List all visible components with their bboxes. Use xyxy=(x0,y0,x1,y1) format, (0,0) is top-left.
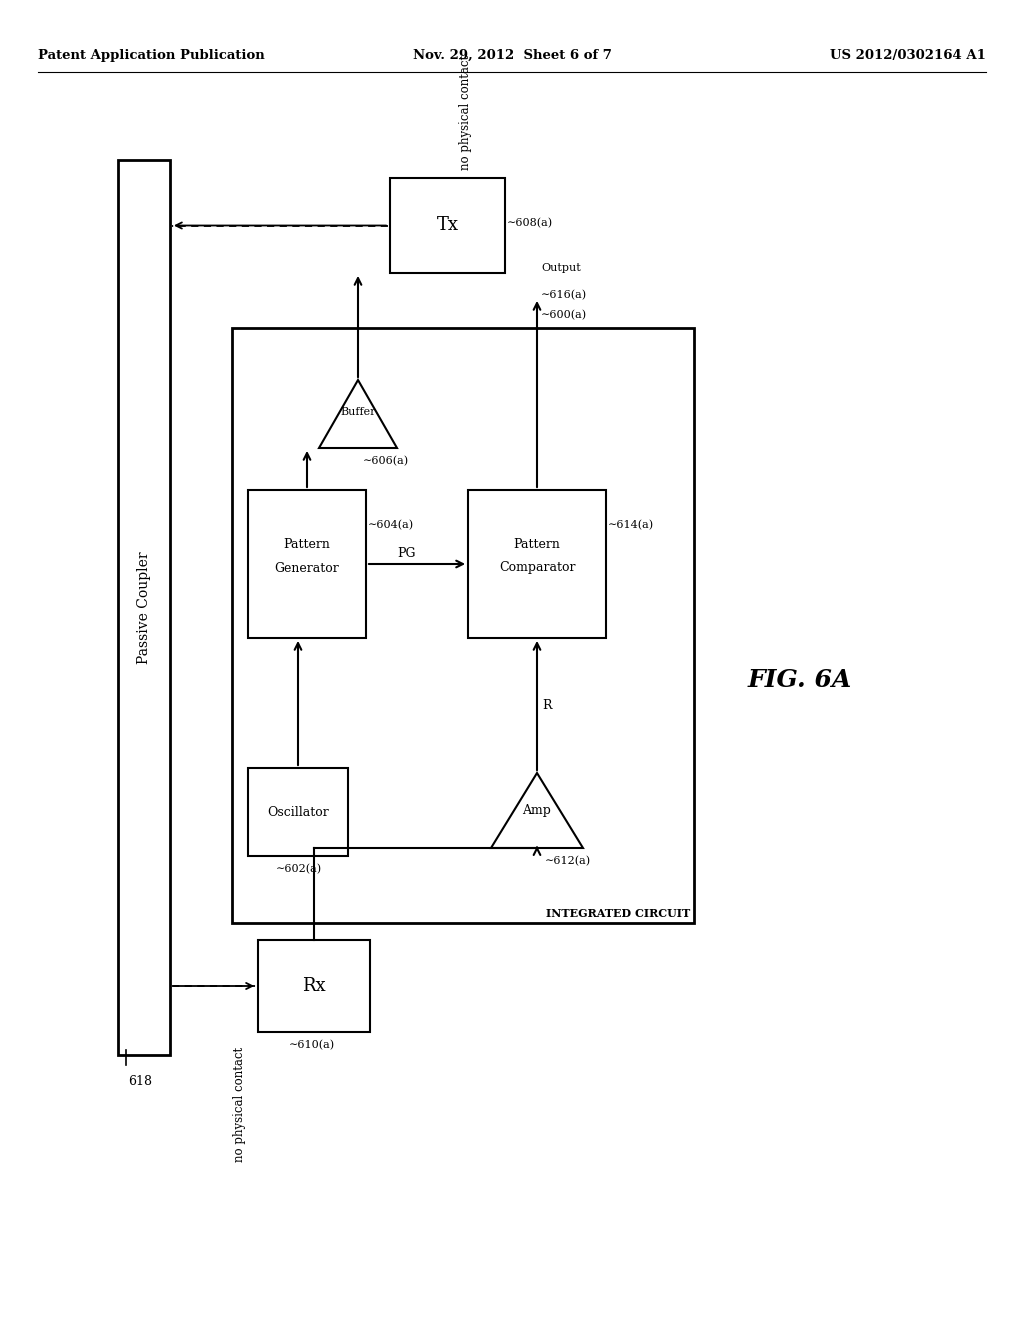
Polygon shape xyxy=(319,380,397,447)
Text: ∼602(a): ∼602(a) xyxy=(276,865,323,874)
Text: Buffer: Buffer xyxy=(340,407,376,417)
Text: FIG. 6A: FIG. 6A xyxy=(748,668,852,692)
Bar xyxy=(248,490,366,638)
Text: ∼610(a): ∼610(a) xyxy=(289,1040,335,1051)
Bar xyxy=(258,940,370,1032)
Text: 618: 618 xyxy=(128,1074,152,1088)
Bar xyxy=(248,768,348,855)
Text: US 2012/0302164 A1: US 2012/0302164 A1 xyxy=(830,49,986,62)
Polygon shape xyxy=(490,774,583,847)
Text: no physical contact: no physical contact xyxy=(233,1047,247,1162)
Text: ∼614(a): ∼614(a) xyxy=(608,520,654,531)
Text: Patent Application Publication: Patent Application Publication xyxy=(38,49,265,62)
Text: ∼608(a): ∼608(a) xyxy=(507,218,553,228)
Text: INTEGRATED CIRCUIT: INTEGRATED CIRCUIT xyxy=(546,908,690,919)
Bar xyxy=(468,490,606,638)
Text: no physical contact: no physical contact xyxy=(459,55,472,170)
Text: ∼606(a): ∼606(a) xyxy=(362,455,410,466)
Text: Pattern: Pattern xyxy=(284,539,331,552)
Text: Passive Coupler: Passive Coupler xyxy=(137,552,151,664)
Bar xyxy=(390,178,505,273)
Text: ∼604(a): ∼604(a) xyxy=(368,520,414,531)
Text: Generator: Generator xyxy=(274,561,339,574)
Bar xyxy=(118,160,170,1055)
Text: Pattern: Pattern xyxy=(514,539,560,552)
Text: Comparator: Comparator xyxy=(499,561,575,574)
Text: Oscillator: Oscillator xyxy=(267,805,329,818)
Text: ∼616(a): ∼616(a) xyxy=(541,290,587,301)
Text: ∼612(a): ∼612(a) xyxy=(545,855,591,866)
Bar xyxy=(232,327,694,923)
Text: Output: Output xyxy=(541,263,581,273)
Text: Tx: Tx xyxy=(436,216,459,235)
Text: Amp: Amp xyxy=(522,804,552,817)
Text: Nov. 29, 2012  Sheet 6 of 7: Nov. 29, 2012 Sheet 6 of 7 xyxy=(413,49,611,62)
Text: R: R xyxy=(542,700,552,711)
Text: Rx: Rx xyxy=(302,977,326,995)
Text: PG: PG xyxy=(397,546,416,560)
Text: ∼600(a): ∼600(a) xyxy=(541,310,587,321)
